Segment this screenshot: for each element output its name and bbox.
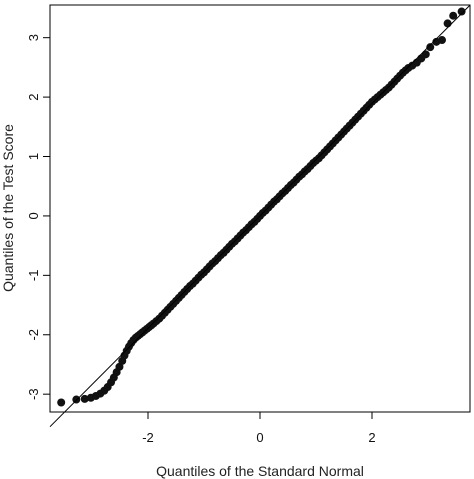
data-point (421, 50, 430, 59)
data-point (115, 362, 124, 371)
data-point (457, 7, 466, 16)
data-point (438, 36, 446, 45)
y-tick-label: -2 (26, 329, 41, 341)
y-tick-label: 3 (26, 34, 41, 41)
x-axis-label: Quantiles of the Standard Normal (156, 463, 364, 479)
data-point (57, 398, 66, 407)
x-axis: -2 0 2 (142, 412, 376, 445)
reference-line (49, 4, 471, 428)
x-tick-label: 0 (256, 430, 263, 445)
data-point (426, 43, 435, 52)
y-tick-label: -1 (26, 270, 41, 282)
y-axis: -3 -2 -1 0 1 2 3 (26, 34, 50, 400)
y-tick-label: 2 (26, 93, 41, 100)
x-tick-label: -2 (142, 430, 154, 445)
y-tick-label: 1 (26, 153, 41, 160)
y-axis-label: Quantiles of the Test Score (0, 124, 16, 292)
data-point (449, 11, 458, 20)
data-points (57, 7, 466, 407)
data-point (443, 19, 452, 28)
data-point (80, 394, 89, 403)
y-tick-label: -3 (26, 388, 41, 400)
y-tick-label: 0 (26, 212, 41, 219)
x-tick-label: 2 (368, 430, 375, 445)
data-point (72, 395, 81, 404)
